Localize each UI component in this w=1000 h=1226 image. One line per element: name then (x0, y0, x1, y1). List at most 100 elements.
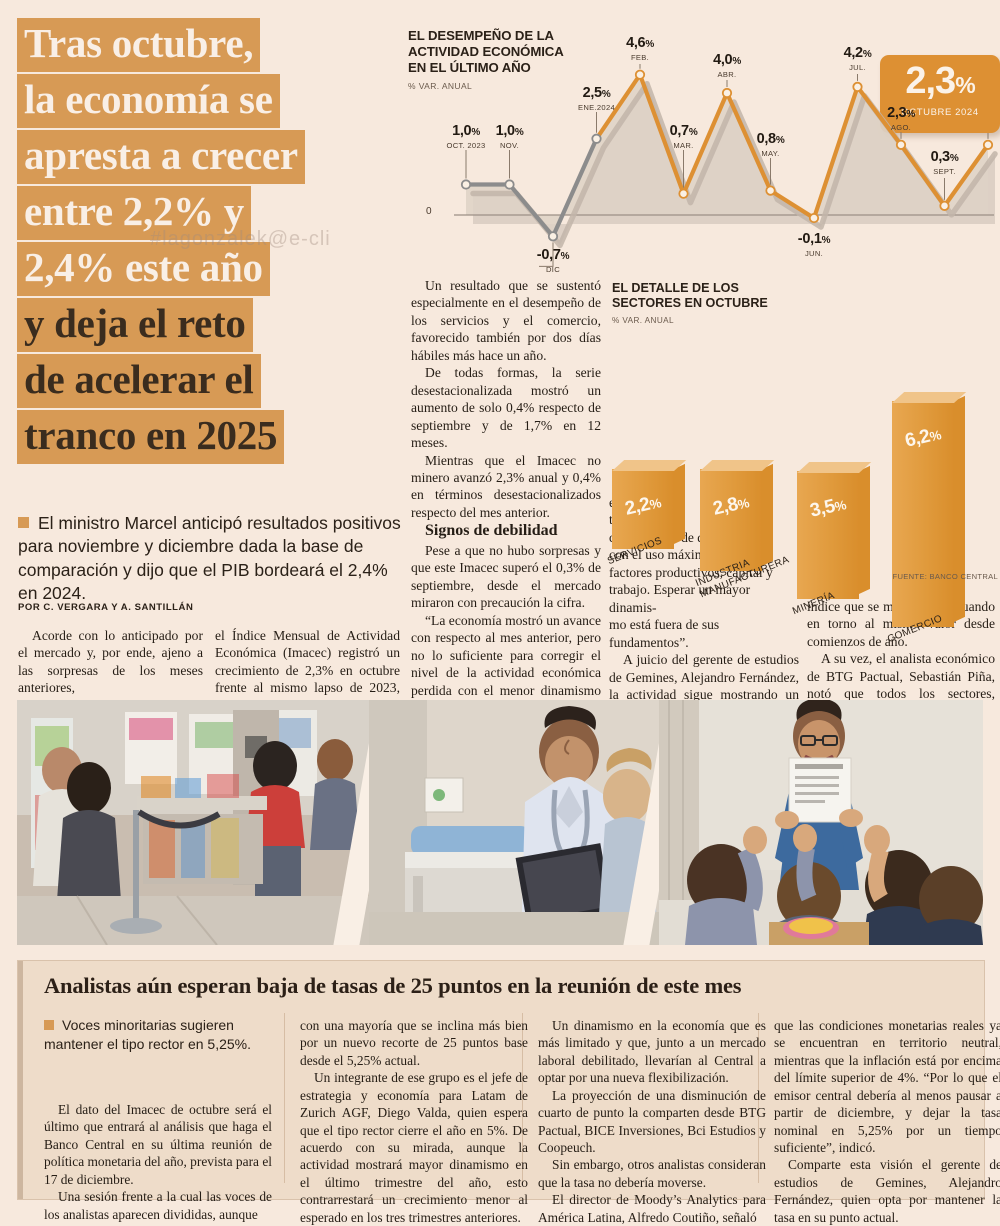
secondary-article-box: Analistas aún esperan baja de tasas de 2… (17, 960, 1000, 1225)
paragraph: Una sesión frente a la cual las voces de… (44, 1189, 272, 1222)
paragraph: Sin embargo, otros analistas consideran … (538, 1157, 766, 1190)
paragraph: Un dinamismo en la economía que es más l… (538, 1018, 766, 1086)
leader-line (539, 242, 554, 267)
body-column-1: Acorde con lo anticipado por el mercado … (18, 627, 203, 697)
secondary-deck-text: Voces minoritarias sugieren mantener el … (44, 1017, 252, 1052)
line-chart-svg (454, 64, 998, 267)
body-column-3: Un resultado que se sustentó especialmen… (411, 277, 601, 769)
page-title: Tras octubre, la economía se apresta a c… (17, 18, 407, 466)
data-point (504, 179, 515, 190)
section-subhead: Signos de debilidad (425, 522, 558, 540)
data-point (547, 231, 559, 242)
paragraph: con una mayoría que se inclina más bien … (300, 1018, 528, 1068)
column-rule (522, 1013, 523, 1183)
data-point (721, 87, 733, 99)
secondary-deck: Voces minoritarias sugieren mantener el … (44, 1016, 259, 1054)
bar-top (892, 391, 967, 403)
photo-strip (17, 700, 983, 945)
callout-caption: OCTUBRE 2024 (901, 107, 979, 118)
bar-chart-subtitle: % VAR. ANUAL (612, 315, 674, 325)
secondary-title: Analistas aún esperan baja de tasas de 2… (44, 973, 742, 998)
data-point-label: 1,0% OCT. 2023 (446, 123, 486, 150)
bar-side (674, 463, 685, 544)
line-chart-subtitle: % VAR. ANUAL (408, 81, 473, 92)
headline-line-4: entre 2,2% y (17, 186, 251, 240)
data-point-label: 0,3% SEPT. (930, 149, 959, 176)
data-point (895, 139, 907, 150)
data-point-label: -0,7% DIC (536, 247, 570, 275)
column-rule (284, 1013, 285, 1183)
data-point-label: 0,7% MAR. (669, 123, 698, 150)
line-chart-title: EL DESEMPEÑO DE LA ACTIVIDAD ECONÓMICA E… (408, 28, 564, 76)
data-point (591, 133, 602, 144)
column-rule (758, 1013, 759, 1183)
headline-line-2: la economía se (17, 74, 280, 128)
box-accent-bar (18, 961, 23, 1199)
bar-top (612, 459, 687, 471)
chart-source: FUENTE: BANCO CENTRAL (892, 572, 998, 581)
bar-side (954, 395, 965, 622)
paragraph: Un resultado que se sustentó especialmen… (411, 278, 601, 363)
paragraph: Un integrante de ese grupo es el jefe de… (300, 1070, 528, 1225)
paragraph: El director de Moody’s Analytics para Am… (538, 1192, 766, 1225)
data-point-label: 2,5% ENE.2024 (577, 85, 616, 112)
headline-line-3: apresta a crecer (17, 130, 305, 184)
data-point-label: 4,6% FEB. (626, 35, 654, 62)
secondary-column-2: con una mayoría que se inclina más bien … (300, 1017, 528, 1226)
headline-line-5: 2,4% este año (17, 242, 270, 296)
bar: 6,2% COMERCIO (886, 391, 967, 645)
photo-teacher-classroom-children (659, 700, 983, 945)
bar-chart-title: EL DETALLE DE LOS SECTORES EN OCTUBRE (612, 281, 768, 311)
bar: 2,8% INDUSTRIA MANUFACTURERA (694, 459, 791, 600)
data-point (852, 81, 863, 93)
data-point (460, 179, 472, 190)
bar-side (859, 466, 870, 594)
bullet-square-icon (18, 517, 29, 528)
deck-text: El ministro Marcel anticipó resultados p… (18, 513, 401, 603)
data-point-label: -0,1% JUN. (797, 231, 831, 259)
data-point (982, 139, 994, 150)
paragraph: Pese a que no hubo sorpresas y que este … (411, 542, 601, 611)
data-point (808, 212, 820, 224)
line-chart: EL DESEMPEÑO DE LA ACTIVIDAD ECONÓMICA E… (408, 28, 1000, 278)
paragraph: que las condiciones monetarias reales ya… (774, 1018, 1000, 1155)
bar-face (892, 400, 954, 627)
headline-line-7: de acelerar el (17, 354, 261, 408)
data-point-label: 1,0% NOV. (495, 123, 524, 150)
paragraph: Acorde con lo anticipado por el mercado … (18, 628, 203, 696)
secondary-column-1: El dato del Imacec de octubre será el úl… (44, 1101, 272, 1223)
data-point (634, 69, 646, 80)
bar-chart: EL DETALLE DE LOS SECTORES EN OCTUBRE % … (606, 281, 1000, 645)
headline-line-1: Tras octubre, (17, 18, 261, 72)
data-point-label: 2,3% AGO. (887, 105, 915, 132)
data-point-label: 4,0% ABR. (713, 52, 741, 79)
headline-line-8: tranco en 2025 (17, 410, 285, 464)
photo-retail-store-shoppers (17, 700, 372, 945)
zero-axis-tick: 0 (426, 206, 432, 217)
data-point (939, 200, 950, 211)
photo-doctor-hospital-patient (369, 700, 661, 945)
paragraph: Comparte esta visión el gerente de estud… (774, 1157, 1000, 1225)
bar-top (700, 459, 775, 471)
bar: 3,5% MINERÍA (791, 462, 872, 617)
paragraph: El dato del Imacec de octubre será el úl… (44, 1102, 272, 1187)
byline: POR C. VERGARA Y A. SANTILLÁN (18, 602, 194, 613)
callout-value: 2,3% (905, 60, 975, 102)
paragraph: De todas formas, la serie desestacionali… (411, 365, 601, 451)
secondary-column-4: que las condiciones monetarias reales ya… (774, 1017, 1000, 1226)
bar-face (700, 468, 762, 571)
data-point (765, 185, 776, 196)
bullet-square-icon (44, 1020, 54, 1030)
bar: 2,2% SERVICIOS (606, 459, 687, 567)
bar-face (612, 468, 674, 549)
data-point-label: 4,2% JUL. (843, 45, 872, 72)
article-deck: El ministro Marcel anticipó resultados p… (18, 512, 406, 605)
october-callout-badge: 2,3% OCTUBRE 2024 (880, 55, 1000, 133)
data-point (678, 188, 689, 199)
paragraph: La proyección de una disminución de cuar… (538, 1087, 766, 1155)
data-point-label: 0,8% MAY. (756, 131, 785, 158)
bar-top (797, 462, 872, 474)
headline-line-6: y deja el reto (17, 298, 253, 352)
bar-face (797, 471, 859, 599)
